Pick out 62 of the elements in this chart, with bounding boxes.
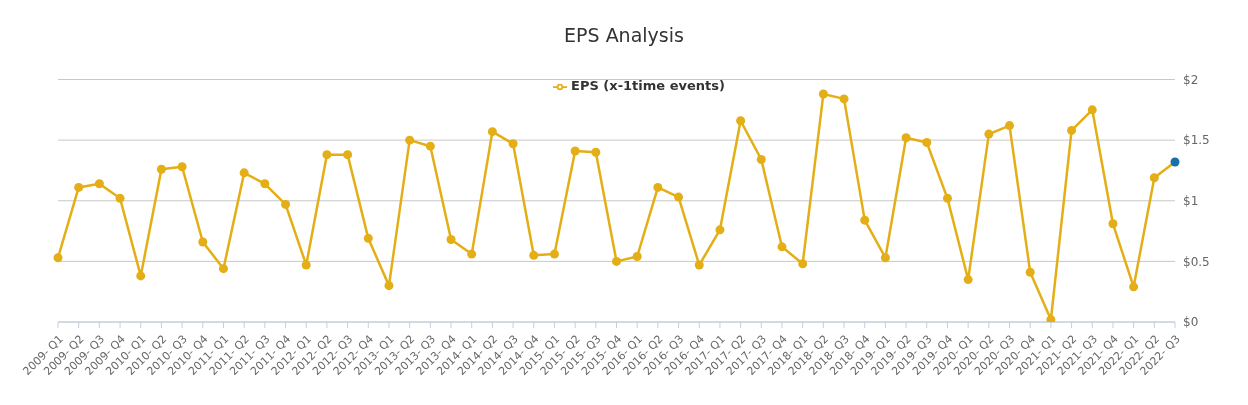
point — [942, 193, 952, 203]
point — [860, 215, 870, 225]
y-tick-label: $1.5 — [1183, 133, 1210, 148]
y-tick-label: $0 — [1183, 315, 1199, 330]
point — [156, 164, 166, 174]
point — [1067, 125, 1077, 135]
point — [115, 193, 125, 203]
point — [363, 233, 373, 243]
point — [1129, 282, 1139, 292]
point — [674, 192, 684, 202]
point — [963, 275, 973, 285]
chart-title: EPS Analysis — [563, 23, 685, 48]
point — [53, 253, 63, 263]
point — [653, 182, 663, 192]
point — [1046, 315, 1056, 322]
point — [694, 260, 704, 270]
point — [901, 133, 911, 143]
point — [777, 242, 787, 252]
point — [839, 94, 849, 104]
y-tick-label: $0.5 — [1183, 254, 1210, 269]
point — [198, 237, 208, 247]
point — [260, 179, 270, 189]
point — [322, 150, 332, 160]
point — [922, 138, 932, 148]
point — [715, 225, 725, 235]
point — [425, 141, 435, 151]
point — [218, 264, 228, 274]
y-tick-label: $2 — [1183, 72, 1199, 87]
point — [549, 249, 559, 259]
point — [591, 147, 601, 157]
point — [239, 168, 249, 178]
point — [736, 116, 746, 126]
point — [1087, 105, 1097, 115]
point — [467, 249, 477, 259]
point — [632, 252, 642, 262]
point — [446, 235, 456, 245]
point — [1170, 157, 1180, 167]
point — [984, 129, 994, 139]
point — [94, 179, 104, 189]
point — [612, 256, 621, 266]
point — [405, 135, 415, 145]
point — [570, 146, 580, 156]
point — [756, 155, 766, 165]
point — [384, 281, 394, 291]
point — [818, 89, 828, 99]
point — [343, 150, 353, 160]
point — [487, 127, 497, 137]
point — [1005, 121, 1015, 131]
point — [508, 139, 518, 149]
point — [1149, 173, 1159, 183]
point — [177, 162, 187, 172]
point — [1025, 267, 1035, 277]
point — [136, 271, 146, 281]
y-tick-label: $1 — [1183, 194, 1199, 209]
point — [301, 260, 311, 270]
point — [880, 253, 890, 263]
point — [798, 259, 808, 269]
point — [74, 182, 84, 192]
point — [281, 199, 291, 209]
point — [529, 250, 539, 260]
legend-label: EPS (x-1time events) — [571, 78, 725, 93]
point — [1108, 219, 1118, 229]
